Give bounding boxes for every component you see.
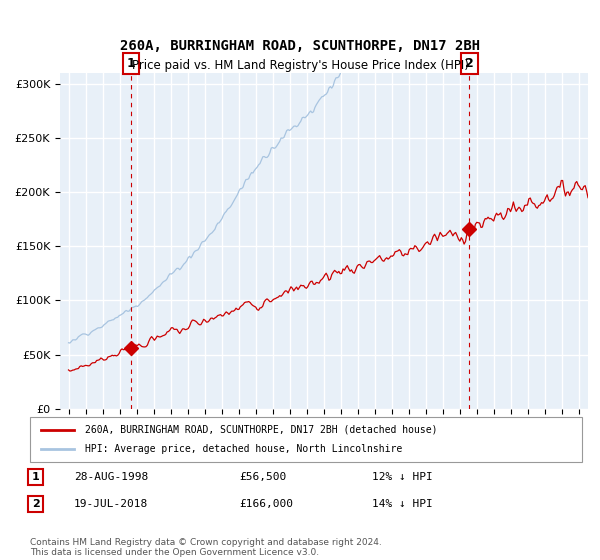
Text: £56,500: £56,500 (240, 472, 287, 482)
FancyBboxPatch shape (30, 417, 582, 462)
Text: 260A, BURRINGHAM ROAD, SCUNTHORPE, DN17 2BH (detached house): 260A, BURRINGHAM ROAD, SCUNTHORPE, DN17 … (85, 424, 438, 435)
Text: 28-AUG-1998: 28-AUG-1998 (74, 472, 148, 482)
Text: 12% ↓ HPI: 12% ↓ HPI (372, 472, 433, 482)
Text: 19-JUL-2018: 19-JUL-2018 (74, 499, 148, 509)
Text: 2: 2 (465, 57, 474, 70)
Text: Contains HM Land Registry data © Crown copyright and database right 2024.
This d: Contains HM Land Registry data © Crown c… (30, 538, 382, 557)
Text: 260A, BURRINGHAM ROAD, SCUNTHORPE, DN17 2BH: 260A, BURRINGHAM ROAD, SCUNTHORPE, DN17 … (120, 39, 480, 53)
Text: 1: 1 (127, 57, 135, 70)
Text: £166,000: £166,000 (240, 499, 294, 509)
Text: 1: 1 (32, 472, 40, 482)
Text: Price paid vs. HM Land Registry's House Price Index (HPI): Price paid vs. HM Land Registry's House … (131, 59, 469, 72)
Text: 2: 2 (32, 499, 40, 509)
Text: HPI: Average price, detached house, North Lincolnshire: HPI: Average price, detached house, Nort… (85, 445, 403, 455)
Text: 14% ↓ HPI: 14% ↓ HPI (372, 499, 433, 509)
